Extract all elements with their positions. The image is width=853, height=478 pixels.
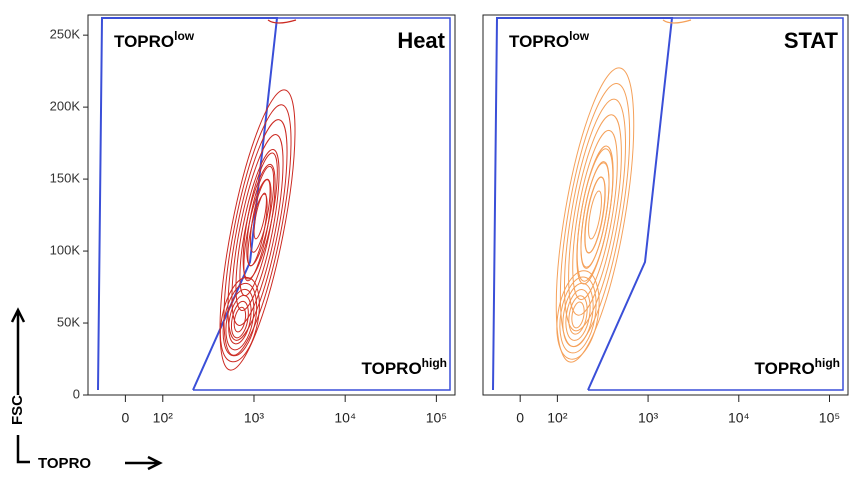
contour: [222, 282, 258, 357]
contour: [219, 89, 296, 371]
gate-label-sup: low: [174, 29, 195, 43]
x-tick-label: 0: [516, 410, 524, 426]
plot-frame: [482, 14, 849, 396]
gate-label-sup: low: [569, 29, 590, 43]
contour: [267, 19, 297, 24]
contour: [223, 104, 292, 356]
gate-label: TOPROhigh: [362, 356, 447, 378]
contour: [564, 98, 626, 332]
gate-label-text: TOPRO: [114, 32, 174, 51]
y-tick-label: 150K: [50, 171, 81, 186]
contour: [231, 134, 284, 326]
contour: [246, 165, 275, 267]
contour: [568, 295, 588, 335]
contour: [228, 294, 252, 345]
y-tick-label: 250K: [50, 27, 81, 42]
x-tick-label: 10³: [244, 410, 265, 426]
contour: [253, 192, 267, 240]
contour: [559, 83, 631, 347]
y-tick-label: 0: [73, 386, 80, 401]
contour: [242, 152, 278, 280]
gate-label: TOPROlow: [509, 29, 590, 51]
panel-title: Heat: [397, 28, 445, 53]
y-tick-label: 100K: [50, 242, 81, 257]
y-tick-label: 200K: [50, 99, 81, 114]
gate-high: [588, 17, 844, 391]
x-tick-label: 10²: [547, 410, 568, 426]
panel-title: STAT: [784, 28, 839, 53]
y-tick-label: 50K: [57, 314, 80, 329]
contour: [580, 162, 610, 268]
contour: [219, 276, 260, 363]
contour: [571, 301, 585, 329]
axis-corner: [16, 435, 30, 464]
x-arrow: [125, 455, 163, 471]
contour: [576, 148, 614, 282]
contour: [556, 270, 600, 360]
contour: [233, 306, 247, 333]
contour: [565, 289, 591, 341]
x-tick-label: 10⁵: [426, 410, 447, 426]
x-axis-title: TOPRO: [38, 455, 91, 472]
contour: [239, 163, 276, 297]
gate-label-text: TOPRO: [362, 359, 422, 378]
contour: [584, 176, 606, 254]
contour: [249, 179, 271, 253]
x-tick-label: 10²: [153, 410, 174, 426]
x-tick-label: 10⁴: [728, 410, 750, 426]
gate-label-text: TOPRO: [509, 32, 569, 51]
gate-label-sup: high: [815, 356, 840, 370]
gate-label-text: TOPRO: [755, 359, 815, 378]
contour: [588, 190, 602, 240]
gate-label-sup: high: [422, 356, 447, 370]
plot-frame: [87, 14, 456, 396]
y-axis-title: FSC: [9, 395, 26, 425]
contour: [562, 282, 594, 348]
contour: [572, 129, 618, 301]
contour: [559, 276, 597, 354]
contour: [568, 114, 622, 316]
y-arrow: [10, 307, 26, 395]
contour: [227, 119, 288, 341]
gate-high: [193, 17, 451, 391]
contour: [555, 67, 635, 363]
contour: [235, 148, 280, 312]
x-tick-label: 10⁵: [819, 410, 840, 426]
contour: [225, 288, 255, 351]
x-tick-label: 10⁴: [334, 410, 356, 426]
gate-label: TOPROlow: [114, 29, 195, 51]
x-tick-label: 0: [121, 410, 129, 426]
gate-label: TOPROhigh: [755, 356, 840, 378]
x-tick-label: 10³: [638, 410, 659, 426]
panel: 0 10² 10³ 10⁴ 10⁵ 0 50K 100K 150K 200K 250K Heat TOP…: [50, 14, 456, 426]
contour: [230, 300, 249, 339]
contour: [662, 19, 692, 24]
